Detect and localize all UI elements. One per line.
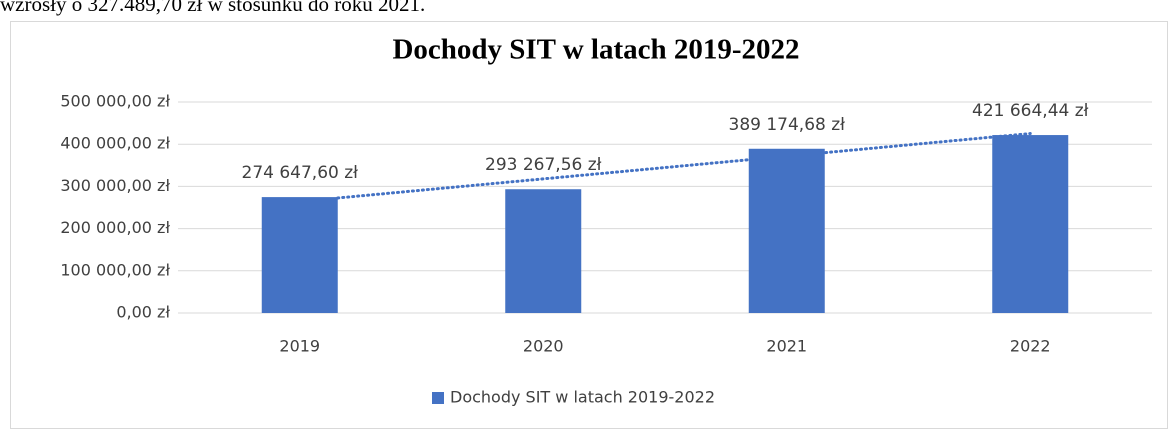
x-tick-label: 2021 [766,337,807,356]
legend-swatch [432,392,444,404]
legend-label: Dochody SIT w latach 2019-2022 [450,388,715,407]
data-label: 274 647,60 zł [242,163,359,183]
x-tick-label: 2020 [523,337,564,356]
y-tick-label: 500 000,00 zł [60,92,170,111]
chart-title: Dochody SIT w latach 2019-2022 [392,34,799,66]
x-tick-label: 2019 [279,337,320,356]
bar [748,148,825,313]
trendline [336,132,1032,200]
data-label: 421 664,44 zł [972,101,1089,121]
chart-frame [10,21,1168,429]
data-label: 389 174,68 zł [729,115,846,135]
bar [505,189,582,313]
y-tick-label: 200 000,00 zł [60,218,170,237]
x-tick-label: 2022 [1010,337,1051,356]
page-text: wzrosły o 327.489,70 zł w stosunku do ro… [0,0,425,16]
y-tick-label: 0,00 zł [116,303,170,322]
y-tick-label: 400 000,00 zł [60,134,170,153]
y-tick-label: 100 000,00 zł [60,260,170,279]
bar [992,135,1069,313]
bar [261,197,338,313]
y-tick-label: 300 000,00 zł [60,176,170,195]
data-label: 293 267,56 zł [485,155,602,175]
